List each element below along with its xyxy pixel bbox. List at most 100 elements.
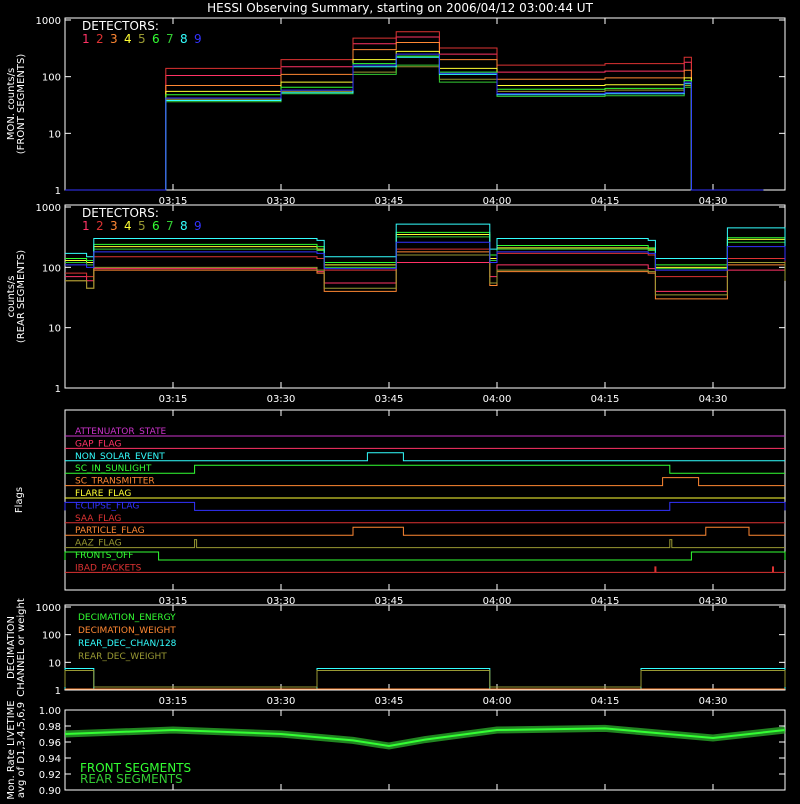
y-tick-label: 10 <box>48 658 61 669</box>
y-tick-label: 1 <box>55 186 61 197</box>
y-axis-label: (REAR SEGMENTS) <box>16 250 27 343</box>
y-axis-label: counts/s <box>6 275 17 317</box>
flag-label: ATTENUATOR_STATE <box>75 427 167 437</box>
flag-label: IBAD_PACKETS <box>75 563 142 573</box>
flag-line <box>65 452 785 462</box>
flag-label: SC_TRANSMITTER <box>75 477 155 487</box>
y-tick-label: 1 <box>55 686 61 697</box>
decimation-line <box>64 667 786 690</box>
x-tick-label: 04:30 <box>699 394 728 405</box>
flag-label: SAA_FLAG <box>75 514 121 524</box>
y-tick-label: 10 <box>48 129 61 140</box>
x-tick-label: 04:00 <box>483 196 512 207</box>
detector-number: 9 <box>194 219 202 233</box>
y-axis-label: Mon. Rate LIVETIME <box>6 700 17 799</box>
detector-number: 4 <box>124 32 132 46</box>
series-line-9 <box>65 53 764 191</box>
x-tick-label: 04:30 <box>699 196 728 207</box>
x-tick-label: 03:30 <box>267 196 296 207</box>
y-axis-label: DECIMATION <box>6 616 17 679</box>
detectors-legend-title: DETECTORS: <box>82 206 159 220</box>
detector-number: 5 <box>138 32 146 46</box>
series-line-3 <box>65 42 764 191</box>
x-tick-label: 03:45 <box>375 596 404 607</box>
y-tick-label: 0.94 <box>39 754 61 765</box>
x-tick-label: 04:30 <box>699 596 728 607</box>
decimation-legend-item: DECIMATION_WEIGHT <box>78 626 176 636</box>
y-tick-label: 0.90 <box>39 786 61 797</box>
decimation-legend-item: REAR_DEC_WEIGHT <box>78 652 167 662</box>
series-line-2 <box>65 31 764 191</box>
x-tick-label: 03:15 <box>159 696 188 707</box>
x-tick-label: 04:15 <box>591 696 620 707</box>
x-tick-label: 04:00 <box>483 696 512 707</box>
flag-line <box>65 464 785 474</box>
x-tick-label: 04:30 <box>699 696 728 707</box>
y-tick-label: 100 <box>42 631 61 642</box>
flag-label: PARTICLE_FLAG <box>75 526 145 536</box>
x-tick-label: 03:30 <box>267 696 296 707</box>
livetime-legend-item: REAR SEGMENTS <box>80 772 183 786</box>
x-tick-label: 03:45 <box>375 196 404 207</box>
y-axis-label: avg of D1,3,4,5,6,9 <box>16 702 27 798</box>
y-tick-label: 1000 <box>36 603 61 614</box>
livetime-legend-item: FRONT SEGMENTS <box>80 761 191 775</box>
x-tick-label: 04:15 <box>591 596 620 607</box>
x-tick-label: 04:00 <box>483 596 512 607</box>
y-tick-label: 1000 <box>36 203 61 214</box>
decimation-legend-item: REAR_DEC_CHAN/128 <box>78 639 177 649</box>
panel-frame <box>64 709 786 791</box>
y-tick-label: 1 <box>55 384 61 395</box>
y-tick-label: 1000 <box>36 16 61 27</box>
detectors-legend-title: DETECTORS: <box>82 19 159 33</box>
y-tick-label: 0.92 <box>39 770 61 781</box>
x-tick-label: 03:45 <box>375 696 404 707</box>
detector-number: 1 <box>82 32 90 46</box>
flag-label: ECLIPSE_FLAG <box>75 501 139 511</box>
flag-label: SC_IN_SUNLIGHT <box>75 464 152 474</box>
flag-line <box>65 539 785 549</box>
flag-line <box>65 526 785 536</box>
x-tick-label: 04:00 <box>483 394 512 405</box>
detector-number: 6 <box>152 219 160 233</box>
y-tick-label: 10 <box>48 324 61 335</box>
panel-frame <box>64 409 786 591</box>
y-tick-label: 0.96 <box>39 738 61 749</box>
panel-frame <box>64 604 786 691</box>
detector-number: 8 <box>180 219 188 233</box>
detector-number: 4 <box>124 219 132 233</box>
decimation-legend-item: DECIMATION_ENERGY <box>78 613 176 623</box>
livetime-line <box>64 727 786 748</box>
panel-frame <box>64 17 786 191</box>
x-tick-label: 03:45 <box>375 394 404 405</box>
detector-number: 6 <box>152 32 160 46</box>
chart-title: HESSI Observing Summary, starting on 200… <box>207 1 593 15</box>
detector-number: 9 <box>194 32 202 46</box>
y-axis-label: (FRONT SEGMENTS) <box>16 54 27 155</box>
y-tick-label: 100 <box>42 73 61 84</box>
x-tick-label: 04:15 <box>591 394 620 405</box>
x-tick-label: 03:30 <box>267 394 296 405</box>
x-tick-label: 03:15 <box>159 596 188 607</box>
y-tick-label: 1.00 <box>39 706 61 717</box>
y-tick-label: 0.98 <box>39 722 61 733</box>
flag-label: GAP_FLAG <box>75 439 121 449</box>
detector-number: 7 <box>166 32 174 46</box>
y-axis-label: Flags <box>14 487 25 513</box>
flag-label: FRONTS_OFF <box>75 551 133 561</box>
y-axis-label: MON. counts/s <box>6 68 17 140</box>
x-tick-label: 03:15 <box>159 394 188 405</box>
decimation-line <box>64 669 786 688</box>
flag-label: NON_SOLAR_EVENT <box>75 452 165 462</box>
flag-label: FLARE_FLAG <box>75 489 131 499</box>
series-line-9 <box>65 241 786 271</box>
panel-frame <box>64 204 786 389</box>
detector-number: 5 <box>138 219 146 233</box>
detector-number: 8 <box>180 32 188 46</box>
flag-label: AAZ_FLAG <box>75 539 122 549</box>
detector-number: 1 <box>82 219 90 233</box>
series-line-8 <box>65 223 786 260</box>
flag-line <box>65 477 785 487</box>
